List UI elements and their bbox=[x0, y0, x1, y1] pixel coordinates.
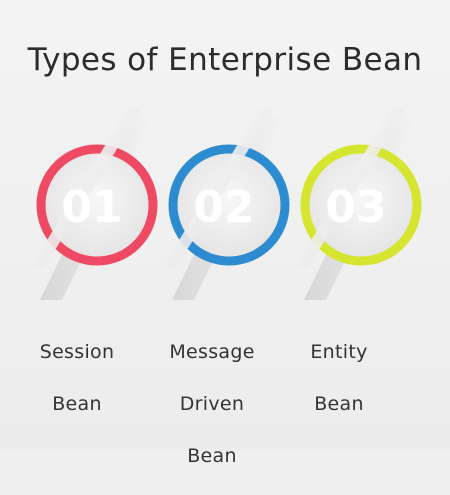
bean-types-diagram: 01 02 03 bbox=[30, 108, 422, 300]
item-1-ring bbox=[36, 144, 158, 266]
item-3: 03 bbox=[294, 108, 422, 300]
item-3-slice bbox=[294, 108, 406, 268]
item-2: 02 bbox=[162, 108, 290, 300]
page-title: Types of Enterprise Bean bbox=[27, 42, 423, 78]
item-1-label-line-2: Bean bbox=[52, 393, 102, 415]
item-1-slice bbox=[30, 108, 142, 268]
item-2-label-line-1: Message bbox=[169, 341, 255, 363]
item-3-ring bbox=[300, 144, 422, 266]
item-3-number: 03 bbox=[325, 182, 386, 233]
item-2-label-line-2: Driven bbox=[179, 393, 245, 415]
item-2-label: Message Driven Bean bbox=[152, 313, 272, 495]
item-1-label-line-1: Session bbox=[39, 341, 115, 363]
item-2-ring bbox=[168, 144, 290, 266]
item-2-slice bbox=[162, 108, 274, 268]
item-1-label: Session Bean bbox=[22, 313, 132, 443]
item-3-label: Entity Bean bbox=[284, 313, 394, 443]
item-3-label-line-1: Entity bbox=[310, 341, 368, 363]
item-1: 01 bbox=[30, 108, 158, 300]
item-2-label-line-3: Bean bbox=[187, 445, 237, 467]
item-3-label-line-2: Bean bbox=[314, 393, 364, 415]
item-2-number: 02 bbox=[193, 182, 254, 233]
item-1-number: 01 bbox=[61, 182, 122, 233]
